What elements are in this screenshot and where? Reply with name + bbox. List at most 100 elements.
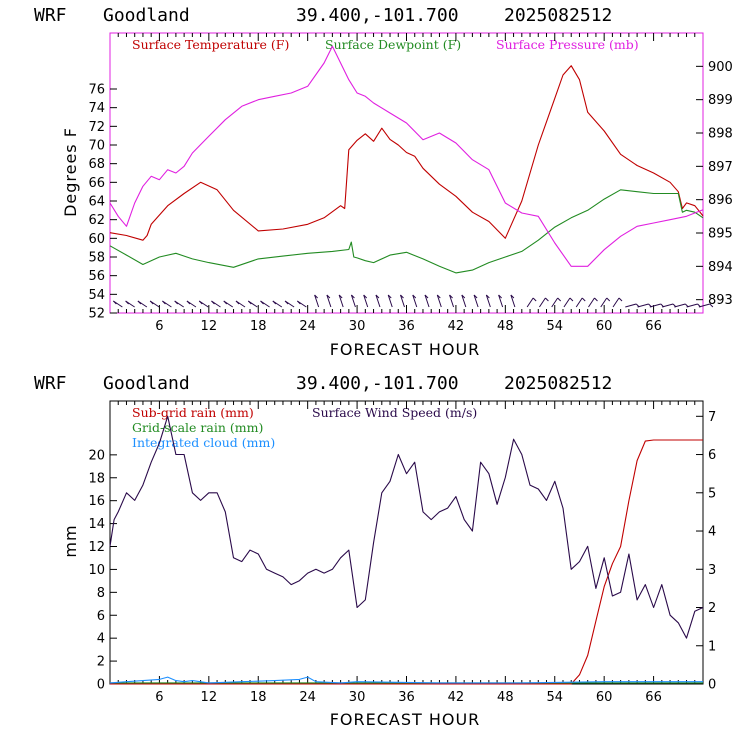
wind-barb	[272, 300, 283, 308]
wind-barb	[162, 300, 172, 308]
wind-barb	[674, 303, 689, 308]
x-tick-label: 36	[398, 690, 415, 705]
wind-barb	[449, 294, 455, 308]
bottom-legend-integrated-cloud: Integrated cloud (mm)	[132, 435, 275, 450]
bottom-legend-subgrid-rain: Sub-grid rain (mm)	[132, 405, 254, 420]
bottom-legend-wind-speed: Surface Wind Speed (m/s)	[312, 405, 477, 420]
wind-barb	[551, 297, 562, 308]
wind-barb	[326, 294, 332, 308]
y-right-tick-label: 896	[708, 193, 733, 208]
y-tick-label: 52	[88, 307, 105, 322]
wind-barb	[137, 300, 148, 308]
wind-barb	[211, 300, 221, 308]
y-right-tick-label: 895	[708, 227, 733, 242]
series-line-integrated-cloud-mm	[109, 676, 703, 684]
y-right-tick-label: 1	[708, 639, 716, 654]
bottom-series-lines	[109, 415, 704, 685]
x-tick-label: 48	[497, 690, 514, 705]
y-tick-label: 70	[88, 139, 105, 154]
wind-barb	[539, 297, 549, 308]
wind-barb	[563, 297, 574, 308]
y-right-tick-label: 0	[708, 678, 716, 693]
wind-barb	[412, 294, 418, 308]
x-tick-label: 60	[596, 319, 613, 334]
wind-barb	[686, 303, 701, 308]
x-tick-label: 36	[398, 319, 415, 334]
top-legend-dewpoint: Surface Dewpoint (F)	[325, 37, 461, 52]
bottom-header-run: 2025082512	[504, 373, 612, 394]
x-tick-label: 30	[349, 319, 366, 334]
wind-barb	[350, 294, 356, 308]
x-tick-label: 6	[155, 319, 163, 334]
wind-barb	[485, 294, 491, 308]
y-right-tick-label: 4	[708, 525, 716, 540]
top-y-axis-left: 52 54 56 58 60 62 64 66 68 70 72 74 76	[88, 83, 117, 322]
y-right-tick-label: 899	[708, 93, 733, 108]
wind-barb	[661, 303, 677, 308]
series-line-surface-wind-speed-m-s	[109, 415, 704, 639]
x-tick-label: 12	[201, 690, 218, 705]
wind-barb	[600, 297, 611, 308]
wind-barb	[436, 294, 442, 308]
wind-barb	[338, 294, 344, 308]
y-right-tick-label: 2	[708, 601, 716, 616]
x-tick-label: 12	[201, 319, 218, 334]
x-tick-label: 42	[448, 690, 465, 705]
series-line-surface-temperature-f	[109, 65, 704, 241]
x-tick-label: 66	[645, 690, 662, 705]
wind-barb	[649, 303, 665, 308]
bottom-header-model: WRF	[34, 373, 67, 394]
wind-barb	[174, 300, 184, 308]
y-tick-label: 58	[88, 251, 105, 266]
wind-barb	[461, 294, 467, 308]
top-y-axis-right: 893 894 895 896 897 898 899 900	[696, 60, 733, 308]
wind-barb	[387, 294, 393, 308]
y-right-tick-label: 6	[708, 448, 716, 463]
series-line-sub-grid-rain-mm	[110, 439, 703, 685]
y-tick-label: 76	[88, 83, 105, 98]
wind-barb	[498, 294, 504, 308]
wind-barb	[198, 300, 209, 308]
bottom-y-axis-left: 0 2 4 6 8 10 12 14 16 18 20	[88, 448, 117, 693]
wind-barb	[314, 294, 320, 308]
bottom-y-axis-label: mm	[61, 524, 80, 557]
x-tick-label: 54	[546, 690, 563, 705]
wind-barb	[588, 297, 598, 308]
y-right-tick-label: 893	[708, 293, 733, 308]
y-tick-label: 6	[97, 609, 105, 624]
x-tick-label: 60	[596, 690, 613, 705]
x-tick-label: 24	[299, 690, 316, 705]
wind-barb	[235, 300, 246, 308]
y-tick-label: 14	[88, 517, 105, 532]
y-tick-label: 2	[97, 655, 105, 670]
bottom-y-axis-right: 0 1 2 3 4 5 6 7	[696, 410, 716, 693]
wind-barb	[575, 297, 586, 308]
y-tick-label: 74	[88, 101, 105, 116]
y-right-tick-label: 894	[708, 260, 733, 275]
bottom-panel: WRF Goodland 39.400,-101.700 2025082512 …	[34, 373, 716, 729]
top-y-axis-label: Degrees F	[61, 127, 80, 217]
y-right-tick-label: 7	[708, 410, 716, 425]
y-right-tick-label: 3	[708, 563, 716, 578]
wind-barb	[526, 297, 537, 308]
wind-barb	[375, 294, 381, 308]
wind-barb	[400, 294, 405, 308]
top-plot-frame	[109, 32, 704, 314]
y-tick-label: 68	[88, 157, 105, 172]
wind-barb	[125, 300, 135, 308]
x-tick-label: 24	[299, 319, 316, 334]
wind-barb	[247, 300, 258, 308]
x-tick-label: 6	[155, 690, 163, 705]
wind-barb	[260, 300, 270, 308]
y-tick-label: 64	[88, 195, 105, 210]
wind-barb	[296, 300, 307, 308]
y-tick-label: 12	[88, 540, 105, 555]
wind-barb	[424, 294, 430, 308]
y-tick-label: 10	[88, 563, 105, 578]
y-tick-label: 18	[88, 471, 105, 486]
wind-barbs	[113, 294, 714, 308]
x-tick-label: 42	[448, 319, 465, 334]
wind-barb	[637, 303, 652, 308]
bottom-legend-gridscale-rain: Grid-scale rain (mm)	[132, 420, 263, 435]
